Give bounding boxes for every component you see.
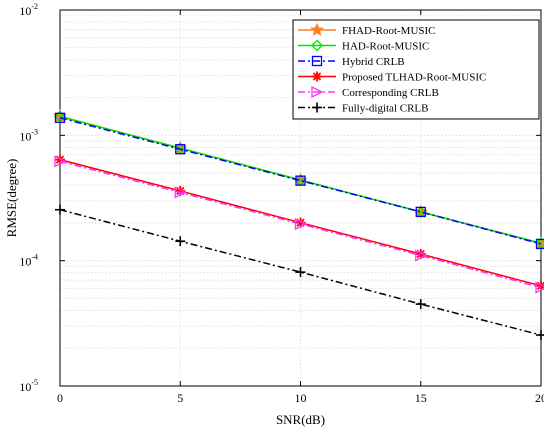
data-point (54, 112, 66, 123)
legend-label: Fully-digital CRLB (342, 103, 428, 115)
asterisk-arm (536, 281, 544, 290)
data-point (175, 144, 186, 155)
data-point (55, 154, 65, 165)
legend-marker (311, 55, 323, 67)
y-tick-label: 10-2 (19, 2, 38, 18)
data-point (294, 217, 307, 231)
legend-entry: Fully-digital CRLB (298, 102, 428, 115)
legend-entry: Proposed TLHAD-Root-MUSIC (298, 71, 486, 84)
series-corresponding-crlb (54, 155, 544, 294)
legend-marker (311, 85, 324, 99)
x-tick-label: 10 (295, 391, 307, 405)
x-tick-label: 0 (57, 391, 63, 405)
legend-label: FHAD-Root-MUSIC (342, 25, 436, 37)
legend-entry: Hybrid CRLB (298, 55, 405, 68)
series-hybrid-crlb (54, 112, 544, 250)
x-tick-label: 5 (177, 391, 183, 405)
legend-entry: Corresponding CRLB (298, 85, 439, 99)
data-point (535, 281, 544, 294)
y-tick-label: 10-3 (19, 127, 38, 143)
asterisk-arm (296, 218, 305, 227)
data-point (55, 204, 65, 215)
y-tick-label: 10-5 (19, 378, 38, 394)
data-point (535, 238, 544, 250)
legend-marker (312, 71, 322, 82)
legend-label: Corresponding CRLB (342, 87, 439, 99)
data-point (415, 206, 426, 218)
series-layer (53, 108, 544, 341)
series-line (59, 115, 542, 244)
series-fully-digital-crlb (55, 204, 544, 341)
x-tick-label: 20 (535, 391, 544, 405)
data-point (54, 110, 66, 123)
legend-label: HAD-Root-MUSIC (342, 41, 429, 53)
legend-label: Hybrid CRLB (342, 56, 405, 68)
data-point (536, 330, 544, 341)
legend-box (292, 19, 540, 120)
asterisk-arm (312, 72, 322, 81)
legend-entry: FHAD-Root-MUSIC (298, 22, 436, 37)
legend-marker (311, 39, 323, 52)
x-axis-title: SNR(dB) (276, 412, 325, 427)
legend: FHAD-Root-MUSIC HAD-Root-MUSIC Hybrid CRLB… (292, 19, 540, 120)
legend-marker (310, 22, 324, 36)
asterisk-arm (55, 155, 65, 164)
asterisk-arm (176, 186, 185, 196)
data-point (415, 249, 428, 262)
data-point (295, 267, 306, 278)
data-point (54, 155, 67, 168)
x-tick-label: 15 (415, 391, 427, 405)
data-point (175, 236, 186, 247)
data-point (415, 299, 426, 310)
y-tick-label: 10-4 (19, 253, 38, 269)
legend-entry: HAD-Root-MUSIC (298, 39, 429, 53)
data-point (295, 175, 306, 186)
asterisk-arm (416, 249, 425, 259)
legend-marker (312, 102, 322, 113)
y-axis-title: RMSE(degree) (4, 159, 19, 238)
tick-layer: 0 5 10 15 20 10-5 10-4 10-3 10-2 (19, 2, 544, 405)
data-point (174, 186, 187, 199)
legend-label: Proposed TLHAD-Root-MUSIC (342, 72, 486, 84)
